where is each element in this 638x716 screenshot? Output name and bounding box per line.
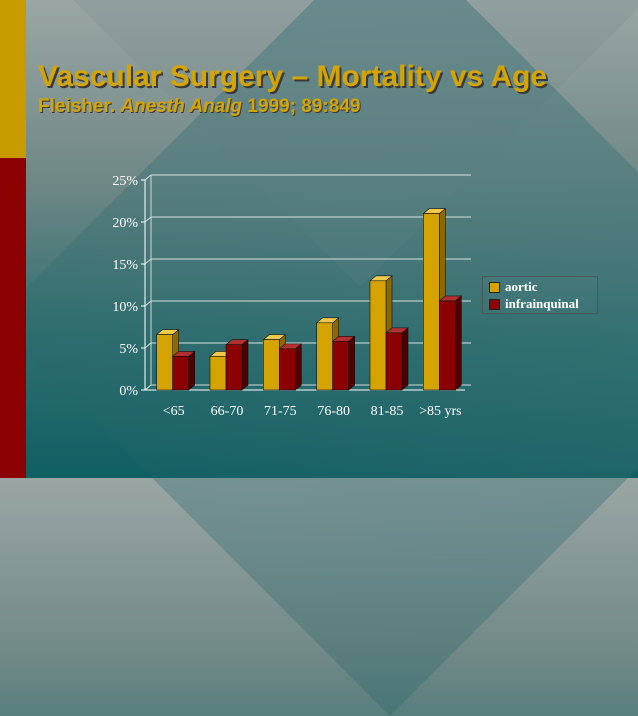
legend-label-aortic: aortic xyxy=(505,279,538,294)
bar-front xyxy=(172,356,189,391)
bar-front xyxy=(369,280,387,391)
legend-item-infrainquinal: infrainquinal xyxy=(489,296,579,312)
bar-infrainquinal xyxy=(385,327,409,391)
bar-front xyxy=(209,356,227,391)
gridline-side xyxy=(144,342,152,349)
y-tick-label: 20% xyxy=(112,216,138,231)
y-tick-label: 25% xyxy=(112,174,138,189)
gridline-side xyxy=(144,258,152,265)
x-tick-label: 81-85 xyxy=(371,404,404,419)
gridline-side xyxy=(144,300,152,307)
subtitle-journal: Anesth Analg xyxy=(120,96,243,117)
accent-bar-red xyxy=(0,158,26,478)
y-tick-label: 5% xyxy=(119,342,138,357)
bar-front xyxy=(439,300,456,391)
bar-infrainquinal xyxy=(278,343,303,391)
legend-item-aortic: aortic xyxy=(489,279,537,295)
bar-side xyxy=(295,343,302,391)
gridline-side xyxy=(144,174,152,181)
subtitle-reference: 1999; 89:849 xyxy=(247,96,361,117)
bar-side xyxy=(241,338,249,391)
y-tick-label: 10% xyxy=(112,300,138,315)
chart-bars xyxy=(155,207,463,391)
bar-front xyxy=(385,332,403,391)
x-tick-label: 76-80 xyxy=(317,404,350,419)
x-tick-label: <65 xyxy=(163,404,185,419)
bar-front xyxy=(423,213,440,391)
bar-infrainquinal xyxy=(225,338,249,391)
mortality-bar-chart: 0% 5% 10% 15% 20% 25% <65 66-70 71-75 76-80 81-85… xyxy=(112,174,471,419)
subtitle-author: Fleisher. xyxy=(38,96,116,117)
slide-title: Vascular Surgery – Mortality vs Age xyxy=(38,60,548,93)
bar-side xyxy=(455,295,462,391)
bar-infrainquinal xyxy=(331,335,356,391)
accent-bar-gold xyxy=(0,0,26,158)
bar-front xyxy=(225,344,243,391)
bar-front xyxy=(263,339,280,391)
chart-legend: aortic infrainquinal xyxy=(482,276,598,314)
bar-infrainquinal xyxy=(171,350,196,391)
bar-infrainquinal xyxy=(438,295,463,391)
x-axis-ticks: <65 66-70 71-75 76-80 81-85 >85 yrs xyxy=(163,404,462,419)
x-tick-label: 71-75 xyxy=(264,404,297,419)
legend-swatch-infrainquinal xyxy=(489,298,500,310)
bar-front xyxy=(316,322,333,391)
gridline-side xyxy=(144,216,152,223)
bar-side xyxy=(188,350,195,391)
bar-front xyxy=(156,334,173,391)
legend-label-infrainquinal: infrainquinal xyxy=(505,296,579,311)
bar-front xyxy=(332,340,349,391)
bar-side xyxy=(401,327,409,391)
legend-swatch-aortic xyxy=(489,281,500,293)
x-tick-label: 66-70 xyxy=(211,404,244,419)
y-tick-label: 0% xyxy=(119,384,138,399)
y-axis-ticks: 0% 5% 10% 15% 20% 25% xyxy=(112,174,138,399)
x-tick-label: >85 yrs xyxy=(419,404,462,419)
bar-front xyxy=(279,348,296,391)
back-wall-edge xyxy=(144,175,152,391)
slide-subtitle: Fleisher. Anesth Analg 1999; 89:849 xyxy=(38,96,360,118)
bar-side xyxy=(348,335,355,391)
y-tick-label: 15% xyxy=(112,258,138,273)
chart-axes xyxy=(141,175,471,391)
